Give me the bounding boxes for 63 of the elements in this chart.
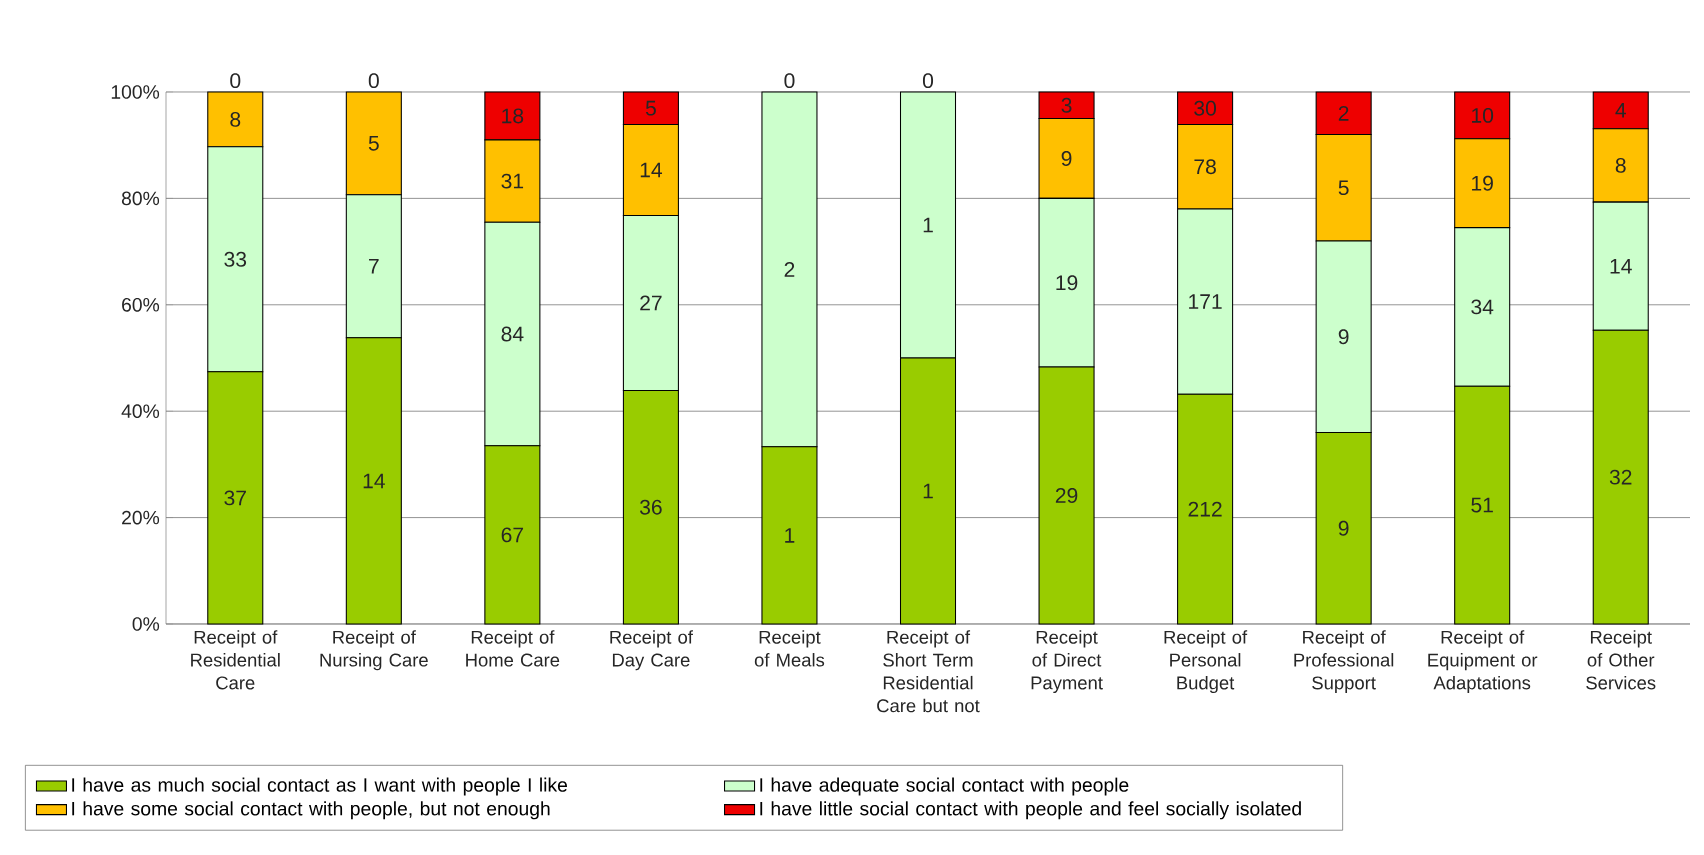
annotation: 9 [1338, 520, 1349, 536]
annotation: 14 [640, 162, 663, 178]
x-tick-label: Receipt of Home Care [466, 630, 560, 667]
annotation: 3 [1061, 97, 1072, 113]
x-tick-label: Receipt of Personal Budget [1164, 630, 1248, 694]
annotation: 2 [1338, 105, 1349, 121]
annotation: 1 [785, 528, 795, 543]
x-tick-label: Receipt of Nursing Care [320, 630, 428, 671]
x-tick-label: Receipt of Residential Care [191, 630, 280, 690]
annotation: 2 [784, 262, 795, 277]
annotation: 84 [501, 326, 524, 342]
annotation: 5 [1338, 180, 1349, 196]
annotation: 67 [501, 527, 524, 543]
x-tick-label: Receipt of Short Term Residential Care but not [877, 630, 980, 713]
annotation: 34 [1471, 299, 1494, 315]
annotation: 78 [1194, 159, 1216, 175]
annotation: 19 [1056, 275, 1078, 291]
legend-label: I have some social contact with people, but not enough [72, 801, 550, 820]
annotation: 1 [923, 483, 933, 499]
annotation: 1 [923, 217, 933, 233]
annotation: 30 [1194, 100, 1217, 116]
annotation: 14 [363, 473, 385, 489]
text: 0 [230, 73, 241, 89]
annotation: 19 [1472, 175, 1493, 191]
annotation: 5 [368, 135, 379, 151]
annotation: 37 [224, 490, 246, 506]
text: 0 [368, 73, 379, 89]
annotation: 32 [1609, 469, 1632, 485]
annotation: 212 [1188, 501, 1222, 517]
annotation: 31 [501, 173, 524, 189]
y-tick-label: 0% [132, 617, 160, 631]
annotation: 9 [1061, 151, 1072, 166]
annotation: 5 [645, 100, 656, 116]
annotation: 51 [1471, 497, 1493, 513]
x-tick-label: Receipt of Other Services [1586, 630, 1656, 690]
annotation: 29 [1055, 488, 1078, 503]
annotation: 18 [502, 108, 524, 124]
annotation: 9 [1338, 329, 1349, 345]
text: 0 [922, 73, 934, 89]
legend-label: I have as much social contact as I want with people I like [72, 777, 568, 796]
annotation: 8 [1615, 157, 1626, 173]
annotation: 10 [1472, 107, 1494, 123]
y-tick-label: 40% [121, 404, 160, 419]
annotation: 33 [224, 251, 247, 267]
x-tick-label: Receipt of Professional Support [1294, 630, 1394, 694]
annotation: 7 [369, 258, 379, 274]
y-tick-label: 100% [111, 85, 160, 99]
x-tick-label: Receipt of Meals [754, 630, 825, 667]
legend-label: I have adequate social contact with people [760, 777, 1129, 796]
annotation: 171 [1189, 294, 1222, 309]
annotation: 14 [1610, 258, 1632, 274]
annotation: 8 [230, 111, 241, 127]
annotation: 4 [1615, 103, 1626, 118]
y-tick-label: 80% [121, 191, 160, 206]
x-tick-label: Receipt of Day Care [610, 630, 693, 671]
y-tick-label: 20% [122, 510, 160, 525]
x-tick-label: Receipt of Direct Payment [1031, 630, 1103, 694]
legend-label: I have little social contact with people and feel socially isolated [760, 801, 1301, 820]
x-tick-label: Receipt of Equipment or Adaptations [1428, 630, 1538, 694]
text: 0 [784, 73, 795, 89]
y-tick-label: 60% [122, 297, 160, 312]
annotation: 27 [640, 295, 662, 311]
annotation: 36 [639, 499, 662, 515]
